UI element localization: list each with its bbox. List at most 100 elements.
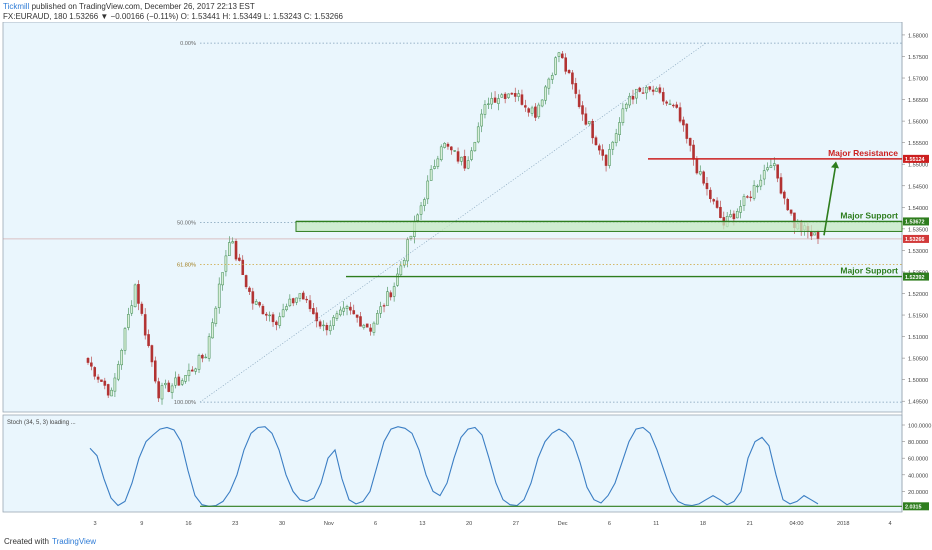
- candle-down: [248, 287, 251, 292]
- stoch-level-badge: [903, 502, 929, 511]
- candle-up: [127, 314, 130, 328]
- candle-down: [157, 381, 160, 399]
- candle-up: [332, 317, 335, 326]
- header: Tickmill published on TradingView.com, D…: [0, 0, 932, 22]
- candle-down: [672, 104, 675, 107]
- candle-down: [776, 164, 779, 179]
- candle-up: [116, 364, 120, 380]
- candle-down: [675, 104, 679, 108]
- candle-down: [564, 57, 567, 72]
- stoch-tick-label: 80.0000: [908, 440, 928, 446]
- candle-up: [221, 272, 224, 286]
- candle-up: [769, 165, 773, 168]
- price-tick-label: 1.49500: [908, 400, 928, 406]
- x-tick-label: Dec: [558, 521, 568, 527]
- candle-up: [540, 99, 544, 107]
- candle-up: [487, 103, 490, 105]
- price-tick-label: 1.56500: [908, 98, 928, 104]
- candle-down: [591, 120, 594, 139]
- candle-down: [241, 259, 245, 276]
- x-tick-label: 9: [140, 521, 143, 527]
- candle-up: [436, 158, 440, 167]
- fib-level-label: 0.00%: [180, 41, 196, 47]
- candle-up: [211, 322, 214, 339]
- projection-arrow: [823, 163, 837, 236]
- candle-up: [231, 241, 234, 244]
- candle-up: [339, 309, 342, 316]
- candle-down: [244, 275, 248, 288]
- stoch-tick-label: 100.0000: [908, 424, 931, 430]
- candle-up: [500, 94, 504, 98]
- candle-down: [695, 159, 699, 174]
- level-price-label: 1.53672: [905, 220, 925, 226]
- candle-down: [503, 93, 507, 99]
- x-tick-label: 3: [93, 521, 96, 527]
- fib-level-label: 100.00%: [174, 400, 196, 406]
- price-tick-label: 1.56000: [908, 120, 928, 126]
- level-name: Major Support: [840, 210, 898, 220]
- candle-up: [608, 149, 611, 166]
- candle-down: [688, 137, 692, 146]
- candle-up: [214, 307, 218, 324]
- candle-up: [483, 104, 487, 115]
- candle-down: [389, 292, 393, 298]
- candle-up: [396, 273, 399, 286]
- x-tick-label: 2018: [837, 521, 849, 527]
- candle-up: [207, 336, 211, 359]
- candle-up: [416, 214, 419, 221]
- current-price-badge: [903, 234, 929, 243]
- candle-up: [621, 108, 625, 123]
- candle-down: [352, 310, 356, 315]
- stoch-tick-label: 60.0000: [908, 457, 928, 463]
- candle-down: [709, 189, 712, 200]
- tradingview-logo-text[interactable]: TradingView: [52, 537, 97, 546]
- candle-down: [524, 105, 527, 108]
- candle-down: [140, 303, 144, 314]
- price-tick-label: 1.52000: [908, 292, 928, 298]
- price-tick-label: 1.53000: [908, 249, 928, 255]
- candle-down: [167, 382, 171, 392]
- footer: Created with TradingView: [0, 533, 932, 550]
- author-link[interactable]: Tickmill: [3, 2, 30, 11]
- candle-down: [103, 380, 107, 386]
- price-tick-label: 1.54500: [908, 184, 928, 190]
- candle-down: [302, 292, 305, 300]
- publish-text: published on TradingView.com, December 2…: [29, 2, 255, 11]
- candle-up: [227, 242, 231, 256]
- level-price-label: 1.52392: [905, 275, 925, 281]
- candle-up: [379, 306, 382, 314]
- candle-up: [497, 98, 500, 104]
- candle-up: [429, 169, 433, 181]
- candle-down: [201, 354, 204, 359]
- candle-down: [349, 306, 352, 311]
- candle-down: [561, 53, 564, 59]
- candle-down: [369, 327, 372, 332]
- candle-down: [746, 196, 749, 198]
- candle-up: [729, 214, 732, 218]
- candle-down: [604, 154, 608, 166]
- price-tick-label: 1.57500: [908, 55, 928, 61]
- level-price-label: 1.55124: [905, 157, 925, 163]
- level-price-badge: [903, 217, 929, 226]
- fib-level-label: 61.80%: [177, 263, 196, 269]
- candle-up: [224, 255, 228, 272]
- chart-area[interactable]: 1.58000 1.57500 1.57000 1.56500 1.56000 1.555…: [0, 21, 932, 530]
- candle-down: [809, 231, 813, 237]
- x-tick-label: 4: [888, 521, 891, 527]
- candle-down: [712, 199, 716, 202]
- candle-up: [184, 375, 187, 382]
- candle-up: [328, 325, 332, 332]
- candle-up: [113, 377, 117, 392]
- candle-up: [402, 260, 406, 266]
- x-tick-label: 23: [232, 521, 238, 527]
- candle-down: [147, 334, 150, 346]
- candle-up: [345, 306, 349, 309]
- candle-down: [534, 106, 537, 118]
- candle-down: [150, 345, 154, 363]
- candle-down: [601, 149, 604, 156]
- candle-up: [507, 93, 510, 98]
- candle-up: [618, 122, 621, 135]
- candle-down: [779, 177, 783, 194]
- candle-up: [278, 316, 282, 326]
- candle-up: [530, 107, 534, 114]
